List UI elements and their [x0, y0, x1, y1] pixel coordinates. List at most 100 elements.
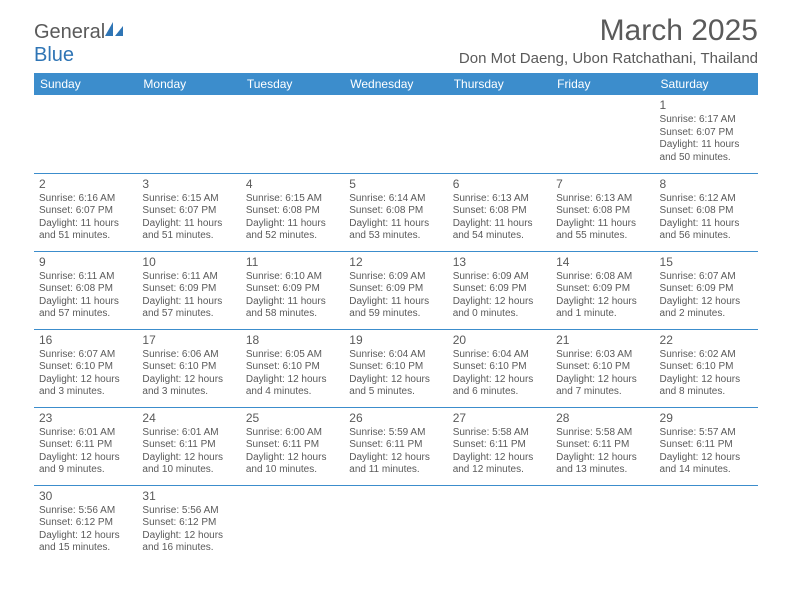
day-cell: 7Sunrise: 6:13 AMSunset: 6:08 PMDaylight…	[551, 173, 654, 251]
day-number: 20	[453, 333, 546, 348]
day-cell: 14Sunrise: 6:08 AMSunset: 6:09 PMDayligh…	[551, 251, 654, 329]
day-cell: 21Sunrise: 6:03 AMSunset: 6:10 PMDayligh…	[551, 329, 654, 407]
day-number: 27	[453, 411, 546, 426]
daylight-text: Daylight: 11 hours and 57 minutes.	[39, 296, 132, 321]
day-number: 1	[660, 98, 753, 113]
day-cell: 1Sunrise: 6:17 AMSunset: 6:07 PMDaylight…	[655, 95, 758, 173]
daylight-text: Daylight: 12 hours and 3 minutes.	[142, 374, 235, 399]
sunset-text: Sunset: 6:07 PM	[660, 127, 753, 140]
sunset-text: Sunset: 6:10 PM	[39, 361, 132, 374]
sunrise-text: Sunrise: 6:10 AM	[246, 271, 339, 284]
empty-cell	[241, 95, 344, 173]
empty-cell	[241, 485, 344, 563]
sunrise-text: Sunrise: 6:11 AM	[39, 271, 132, 284]
day-number: 5	[349, 177, 442, 192]
sunrise-text: Sunrise: 5:58 AM	[453, 427, 546, 440]
sunrise-text: Sunrise: 5:57 AM	[660, 427, 753, 440]
day-number: 10	[142, 255, 235, 270]
day-cell: 5Sunrise: 6:14 AMSunset: 6:08 PMDaylight…	[344, 173, 447, 251]
day-cell: 27Sunrise: 5:58 AMSunset: 6:11 PMDayligh…	[448, 407, 551, 485]
weekday-header: Saturday	[655, 73, 758, 95]
calendar-row: 1Sunrise: 6:17 AMSunset: 6:07 PMDaylight…	[34, 95, 758, 173]
day-cell: 2Sunrise: 6:16 AMSunset: 6:07 PMDaylight…	[34, 173, 137, 251]
weekday-header: Monday	[137, 73, 240, 95]
day-number: 7	[556, 177, 649, 192]
daylight-text: Daylight: 12 hours and 10 minutes.	[246, 452, 339, 477]
day-number: 6	[453, 177, 546, 192]
daylight-text: Daylight: 11 hours and 50 minutes.	[660, 139, 753, 164]
daylight-text: Daylight: 11 hours and 53 minutes.	[349, 218, 442, 243]
day-cell: 9Sunrise: 6:11 AMSunset: 6:08 PMDaylight…	[34, 251, 137, 329]
weekday-header: Wednesday	[344, 73, 447, 95]
day-number: 31	[142, 489, 235, 504]
daylight-text: Daylight: 12 hours and 16 minutes.	[142, 530, 235, 555]
daylight-text: Daylight: 12 hours and 8 minutes.	[660, 374, 753, 399]
calendar-body: 1Sunrise: 6:17 AMSunset: 6:07 PMDaylight…	[34, 95, 758, 563]
day-number: 18	[246, 333, 339, 348]
day-number: 12	[349, 255, 442, 270]
day-number: 22	[660, 333, 753, 348]
sunset-text: Sunset: 6:09 PM	[142, 283, 235, 296]
sunrise-text: Sunrise: 6:12 AM	[660, 193, 753, 206]
sunset-text: Sunset: 6:09 PM	[246, 283, 339, 296]
day-number: 13	[453, 255, 546, 270]
day-cell: 30Sunrise: 5:56 AMSunset: 6:12 PMDayligh…	[34, 485, 137, 563]
day-number: 8	[660, 177, 753, 192]
day-cell: 12Sunrise: 6:09 AMSunset: 6:09 PMDayligh…	[344, 251, 447, 329]
sunrise-text: Sunrise: 6:13 AM	[556, 193, 649, 206]
empty-cell	[34, 95, 137, 173]
sunset-text: Sunset: 6:07 PM	[142, 205, 235, 218]
sunset-text: Sunset: 6:08 PM	[660, 205, 753, 218]
calendar-row: 16Sunrise: 6:07 AMSunset: 6:10 PMDayligh…	[34, 329, 758, 407]
sunset-text: Sunset: 6:10 PM	[349, 361, 442, 374]
day-number: 4	[246, 177, 339, 192]
calendar-row: 23Sunrise: 6:01 AMSunset: 6:11 PMDayligh…	[34, 407, 758, 485]
daylight-text: Daylight: 11 hours and 54 minutes.	[453, 218, 546, 243]
day-cell: 22Sunrise: 6:02 AMSunset: 6:10 PMDayligh…	[655, 329, 758, 407]
daylight-text: Daylight: 12 hours and 15 minutes.	[39, 530, 132, 555]
sunset-text: Sunset: 6:09 PM	[556, 283, 649, 296]
sunrise-text: Sunrise: 6:11 AM	[142, 271, 235, 284]
daylight-text: Daylight: 11 hours and 57 minutes.	[142, 296, 235, 321]
daylight-text: Daylight: 12 hours and 11 minutes.	[349, 452, 442, 477]
page: GeneralBlue March 2025 Don Mot Daeng, Ub…	[0, 0, 792, 563]
sunrise-text: Sunrise: 6:07 AM	[39, 349, 132, 362]
day-number: 3	[142, 177, 235, 192]
sunrise-text: Sunrise: 6:16 AM	[39, 193, 132, 206]
day-cell: 23Sunrise: 6:01 AMSunset: 6:11 PMDayligh…	[34, 407, 137, 485]
day-number: 9	[39, 255, 132, 270]
sunset-text: Sunset: 6:11 PM	[556, 439, 649, 452]
sunrise-text: Sunrise: 5:58 AM	[556, 427, 649, 440]
empty-cell	[448, 95, 551, 173]
daylight-text: Daylight: 11 hours and 51 minutes.	[142, 218, 235, 243]
sunrise-text: Sunrise: 6:01 AM	[142, 427, 235, 440]
empty-cell	[137, 95, 240, 173]
day-cell: 11Sunrise: 6:10 AMSunset: 6:09 PMDayligh…	[241, 251, 344, 329]
calendar-row: 30Sunrise: 5:56 AMSunset: 6:12 PMDayligh…	[34, 485, 758, 563]
sunset-text: Sunset: 6:12 PM	[39, 517, 132, 530]
daylight-text: Daylight: 11 hours and 56 minutes.	[660, 218, 753, 243]
day-cell: 28Sunrise: 5:58 AMSunset: 6:11 PMDayligh…	[551, 407, 654, 485]
logo: GeneralBlue	[34, 20, 125, 67]
weekday-header: Sunday	[34, 73, 137, 95]
sunset-text: Sunset: 6:10 PM	[660, 361, 753, 374]
daylight-text: Daylight: 12 hours and 6 minutes.	[453, 374, 546, 399]
sunset-text: Sunset: 6:08 PM	[246, 205, 339, 218]
empty-cell	[344, 95, 447, 173]
sunrise-text: Sunrise: 5:59 AM	[349, 427, 442, 440]
logo-text: GeneralBlue	[34, 20, 125, 67]
header: GeneralBlue March 2025 Don Mot Daeng, Ub…	[34, 14, 758, 67]
day-cell: 17Sunrise: 6:06 AMSunset: 6:10 PMDayligh…	[137, 329, 240, 407]
sunrise-text: Sunrise: 6:04 AM	[453, 349, 546, 362]
day-cell: 16Sunrise: 6:07 AMSunset: 6:10 PMDayligh…	[34, 329, 137, 407]
daylight-text: Daylight: 11 hours and 55 minutes.	[556, 218, 649, 243]
daylight-text: Daylight: 12 hours and 5 minutes.	[349, 374, 442, 399]
daylight-text: Daylight: 12 hours and 3 minutes.	[39, 374, 132, 399]
sunrise-text: Sunrise: 6:17 AM	[660, 114, 753, 127]
sunset-text: Sunset: 6:08 PM	[556, 205, 649, 218]
day-cell: 19Sunrise: 6:04 AMSunset: 6:10 PMDayligh…	[344, 329, 447, 407]
sunrise-text: Sunrise: 6:06 AM	[142, 349, 235, 362]
day-number: 21	[556, 333, 649, 348]
day-number: 29	[660, 411, 753, 426]
sunset-text: Sunset: 6:07 PM	[39, 205, 132, 218]
